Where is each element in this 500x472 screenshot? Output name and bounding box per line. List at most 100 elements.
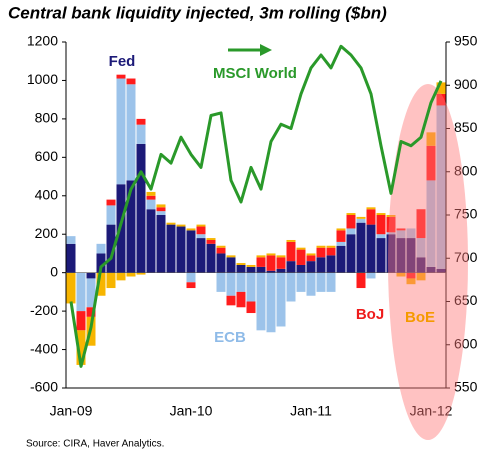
bar <box>206 243 216 273</box>
series-label: ECB <box>214 329 246 346</box>
bar <box>276 272 286 327</box>
bar <box>356 222 366 273</box>
bar <box>436 268 446 273</box>
bar <box>266 255 276 271</box>
bar <box>366 209 376 225</box>
bar <box>106 224 116 273</box>
y-tick-label: 800 <box>35 110 59 126</box>
y-tick-label: -200 <box>30 302 58 318</box>
series-label: BoJ <box>356 306 384 323</box>
bar <box>416 209 426 239</box>
bar <box>386 215 396 217</box>
bar <box>276 268 286 273</box>
bar <box>336 228 346 231</box>
bar <box>436 93 446 106</box>
bar <box>136 143 146 273</box>
bar <box>66 272 76 304</box>
bar <box>356 272 366 289</box>
y-tick-label: -600 <box>30 379 58 395</box>
bar <box>306 253 316 256</box>
bar <box>126 180 136 273</box>
bar <box>216 245 226 248</box>
bar <box>346 234 356 273</box>
bar <box>146 209 156 273</box>
bar <box>196 224 206 227</box>
bar <box>366 272 376 279</box>
bar <box>206 238 216 240</box>
y2-tick-label: 900 <box>454 76 478 92</box>
y-tick-label: 0 <box>50 263 58 279</box>
bar <box>296 264 306 273</box>
bar <box>336 241 346 246</box>
bar <box>216 253 226 273</box>
bar <box>246 264 256 267</box>
bar <box>376 238 386 273</box>
bar <box>96 243 106 254</box>
bar <box>306 255 316 262</box>
y-tick-label: -400 <box>30 340 58 356</box>
bar <box>266 253 276 256</box>
bar <box>396 238 406 273</box>
bar <box>116 74 126 79</box>
y2-tick-label: 700 <box>454 249 478 265</box>
bar <box>226 295 236 306</box>
bar <box>316 245 326 248</box>
bar <box>256 257 266 267</box>
bar <box>336 230 346 242</box>
bar <box>176 224 186 227</box>
bar <box>316 272 326 292</box>
series-label: BoE <box>405 309 435 326</box>
bar <box>346 213 356 215</box>
bar <box>216 247 226 254</box>
y2-tick-label: 950 <box>454 33 478 49</box>
line <box>69 44 443 368</box>
bar <box>186 272 196 283</box>
bar <box>196 226 206 235</box>
x-tick-label: Jan-09 <box>50 403 93 419</box>
bar <box>336 245 346 273</box>
bar <box>136 118 146 125</box>
bar <box>76 311 86 331</box>
y-tick-label: 600 <box>35 148 59 164</box>
bar <box>426 145 436 181</box>
bar <box>186 282 196 289</box>
bar <box>346 215 356 229</box>
series-label: MSCI World <box>213 65 297 82</box>
y2-tick-label: 650 <box>454 292 478 308</box>
bar <box>296 247 306 250</box>
bar <box>166 224 176 273</box>
bar <box>76 272 86 312</box>
bar <box>156 211 166 215</box>
x-tick-label: Jan-10 <box>170 403 213 419</box>
bar <box>286 239 296 242</box>
y2-tick-label: 550 <box>454 379 478 395</box>
source: Source: CIRA, Haver Analytics. <box>26 439 164 450</box>
bar <box>326 272 336 292</box>
y2-tick-label: 750 <box>454 206 478 222</box>
bar <box>376 234 386 239</box>
bar <box>276 255 286 258</box>
bar <box>126 84 136 181</box>
bar <box>386 232 396 235</box>
bar <box>116 272 126 281</box>
bar <box>376 213 386 215</box>
bar <box>156 204 166 208</box>
bar <box>236 263 246 265</box>
bar <box>96 272 106 296</box>
bar <box>226 255 236 258</box>
series-label: Fed <box>109 53 136 70</box>
bar <box>226 257 236 273</box>
bar <box>366 224 376 273</box>
bar <box>426 132 436 146</box>
bar <box>206 239 216 244</box>
bar <box>386 216 396 233</box>
bar <box>316 247 326 258</box>
bar <box>406 278 416 285</box>
bar <box>196 234 206 239</box>
bar <box>76 330 86 365</box>
bar <box>186 230 196 273</box>
bar <box>266 272 276 333</box>
bar <box>306 261 316 273</box>
bar <box>126 78 136 85</box>
bar <box>316 257 326 273</box>
